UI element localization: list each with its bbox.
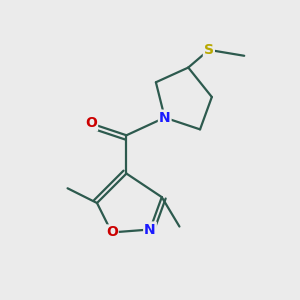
Text: N: N [144, 223, 156, 236]
Text: S: S [204, 43, 214, 57]
Text: N: N [159, 111, 170, 124]
Text: O: O [106, 225, 118, 239]
Text: O: O [85, 116, 97, 130]
